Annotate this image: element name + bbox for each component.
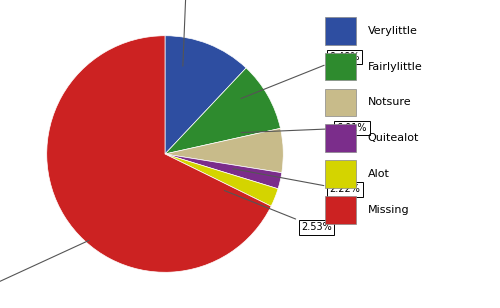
FancyBboxPatch shape: [325, 124, 356, 152]
Wedge shape: [46, 36, 271, 272]
Text: 6.01%: 6.01%: [241, 123, 367, 133]
Wedge shape: [165, 68, 280, 154]
FancyBboxPatch shape: [325, 89, 356, 116]
FancyBboxPatch shape: [325, 160, 356, 188]
Wedge shape: [165, 36, 246, 154]
Text: Alot: Alot: [368, 169, 390, 179]
Text: Fairlylittle: Fairlylittle: [368, 62, 422, 71]
Text: 2.53%: 2.53%: [224, 191, 332, 232]
Text: Missing: Missing: [368, 205, 409, 215]
Text: 67.72%: 67.72%: [0, 240, 89, 298]
FancyBboxPatch shape: [325, 196, 356, 224]
FancyBboxPatch shape: [325, 53, 356, 80]
Wedge shape: [165, 128, 284, 173]
Text: Notsure: Notsure: [368, 97, 411, 107]
Wedge shape: [165, 154, 282, 189]
Text: Quitealot: Quitealot: [368, 133, 419, 143]
FancyBboxPatch shape: [325, 17, 356, 45]
Text: 2.22%: 2.22%: [233, 169, 360, 194]
Wedge shape: [165, 154, 278, 206]
Text: 12.03%: 12.03%: [168, 0, 204, 66]
Text: Verylittle: Verylittle: [368, 26, 418, 36]
Text: 9.49%: 9.49%: [241, 52, 360, 99]
